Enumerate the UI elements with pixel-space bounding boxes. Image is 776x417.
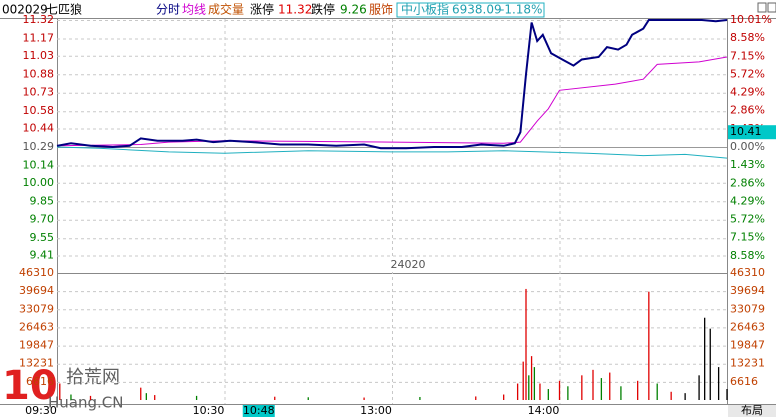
window-button[interactable]: [757, 2, 767, 13]
y-tick-label: 13231: [19, 357, 54, 370]
y2-tick-label: 4.29%: [730, 86, 765, 99]
limit-down-label: 跌停: [311, 2, 335, 17]
legend-price[interactable]: 分时: [156, 3, 180, 17]
y-tick-label: 10.14: [23, 158, 55, 171]
index-box: [396, 2, 545, 18]
y-tick-label: 10.29: [23, 140, 55, 153]
y-tick-label: 33079: [19, 302, 54, 315]
y-tick-label: 10.00: [23, 176, 55, 189]
watermark-domain: Huang.CN: [48, 394, 123, 412]
y2-tick-label: 8.58%: [730, 31, 765, 44]
cursor-volume: 24020: [391, 258, 426, 271]
cursor-volume-box: [388, 258, 428, 272]
y-tick-label: 26463: [19, 320, 54, 333]
limit-up-label: 涨停: [250, 2, 274, 17]
window-button[interactable]: [767, 2, 776, 13]
y-tick-label: 9.70: [30, 213, 55, 226]
y2-tick-label: 4.29%: [730, 194, 765, 207]
y2-tick-label: 8.58%: [730, 249, 765, 262]
y-tick-label: 6616: [26, 375, 54, 388]
y2-tick-label: 33079: [730, 302, 765, 315]
y2-tick-label: 2.86%: [730, 176, 765, 189]
y-tick-label: 10.58: [23, 104, 55, 117]
y-tick-label: 11.17: [23, 31, 55, 44]
x-tick-label: 14:00: [528, 404, 560, 417]
cursor-time-box: [242, 405, 275, 417]
y2-tick-label: 5.72%: [730, 67, 765, 80]
watermark-site: 拾荒网: [66, 367, 120, 388]
y2-tick-label: 46310: [730, 266, 765, 279]
y2-tick-label: 7.15%: [730, 49, 765, 62]
y-tick-label: 9.85: [30, 194, 55, 207]
y2-tick-label: 39694: [730, 284, 765, 297]
legend-volume[interactable]: 成交量: [208, 2, 244, 17]
y-tick-label: 46310: [19, 266, 54, 279]
stock-name: 七匹狼: [46, 2, 82, 17]
stock-code: 002029: [2, 3, 48, 17]
cursor-price: 10.41: [730, 125, 762, 138]
cursor-time: 10:48: [243, 404, 275, 417]
layout-button[interactable]: 布局: [741, 404, 763, 417]
y-tick-label: 10.88: [23, 67, 55, 80]
y2-tick-label: 1.43%: [730, 158, 765, 171]
y-tick-label: 11.32: [23, 13, 55, 26]
y2-tick-label: 10.01%: [730, 13, 772, 26]
watermark-logo: 10: [2, 363, 58, 409]
y-tick-label: 9.55: [30, 231, 55, 244]
sector[interactable]: 服饰: [369, 3, 393, 17]
limit-up: 11.32: [278, 3, 312, 17]
series-line: [56, 146, 728, 159]
y-tick-label: 9.41: [30, 249, 55, 262]
y2-tick-label: 26463: [730, 320, 765, 333]
x-tick-label: 10:30: [193, 404, 225, 417]
x-tick-label: 09:30: [25, 404, 57, 417]
index-name: 中小板指: [401, 2, 449, 17]
limit-down: 9.26: [340, 3, 367, 17]
y2-tick-label: 5.72%: [730, 213, 765, 226]
index-value: 6938.09: [452, 3, 502, 17]
layout-button-bg[interactable]: [728, 405, 776, 417]
cursor-price-box: [728, 125, 776, 140]
y2-tick-label: 7.15%: [730, 231, 765, 244]
series-line: [56, 19, 728, 150]
x-tick-label: 13:00: [360, 404, 392, 417]
index-change: -1.18%: [500, 3, 542, 17]
y2-tick-label: 6616: [730, 375, 758, 388]
legend-average[interactable]: 均线: [182, 3, 206, 17]
y-tick-label: 39694: [19, 284, 54, 297]
y-tick-label: 11.03: [23, 49, 55, 62]
series-line: [56, 56, 728, 147]
y-tick-label: 10.73: [23, 86, 55, 99]
y2-tick-label: 2.86%: [730, 104, 765, 117]
y2-tick-label: 19847: [730, 339, 765, 352]
y2-tick-label: 0.00%: [730, 140, 765, 153]
y-tick-label: 19847: [19, 339, 54, 352]
y2-tick-label: 13231: [730, 357, 765, 370]
y-tick-label: 10.44: [23, 122, 55, 135]
